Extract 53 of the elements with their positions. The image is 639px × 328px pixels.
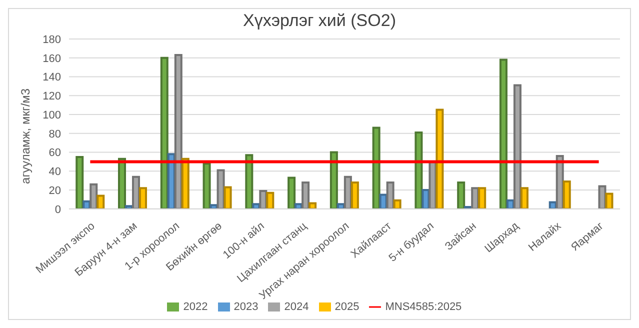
y-tick-label: 180 [42,34,61,46]
bar [90,183,98,209]
bar [393,199,402,209]
bar [372,126,380,209]
bar [202,162,211,209]
bar [562,180,571,209]
bar [605,192,614,209]
bar [139,187,148,209]
bar [457,181,466,209]
bar [181,158,190,209]
chart-title: Хүхэрлэг хий (SO2) [242,10,397,31]
bar [160,56,168,209]
legend-label: 2022 [183,300,208,313]
bar [350,181,359,209]
bar [386,181,394,209]
bar [308,202,317,209]
bar [118,158,126,209]
bar [132,176,140,209]
legend-label: 2025 [334,300,360,313]
bar [216,169,225,209]
bar [336,203,345,209]
y-tick-label: 0 [54,204,61,216]
bar [224,186,232,209]
y-tick-label: 160 [42,52,61,65]
bar [302,181,310,209]
bar [210,204,218,209]
bar [96,194,105,209]
bar [513,84,522,209]
y-tick-label: 80 [48,128,61,140]
bar [174,54,182,209]
y-tick-label: 40 [48,166,61,178]
bar [478,187,486,209]
bar [245,154,254,209]
bar [294,203,303,209]
y-tick-label: 60 [48,147,61,160]
y-tick-label: 100 [42,109,61,122]
bar [598,185,606,209]
bar [266,192,274,209]
bar [414,131,423,209]
legend-label: 2023 [234,300,258,313]
legend-label: 2024 [284,300,309,313]
y-tick-label: 20 [48,184,61,197]
bar [436,108,444,209]
bar [288,176,296,209]
y-axis-title: агууламж, мкг/м3 [18,88,32,184]
legend-label: MNS4585:2025 [385,300,462,313]
bar [252,203,260,209]
bar [76,156,84,209]
y-tick-label: 120 [42,90,61,103]
bar [499,58,508,209]
bar [330,151,338,209]
y-tick-label: 140 [42,72,61,84]
bar [520,187,528,209]
